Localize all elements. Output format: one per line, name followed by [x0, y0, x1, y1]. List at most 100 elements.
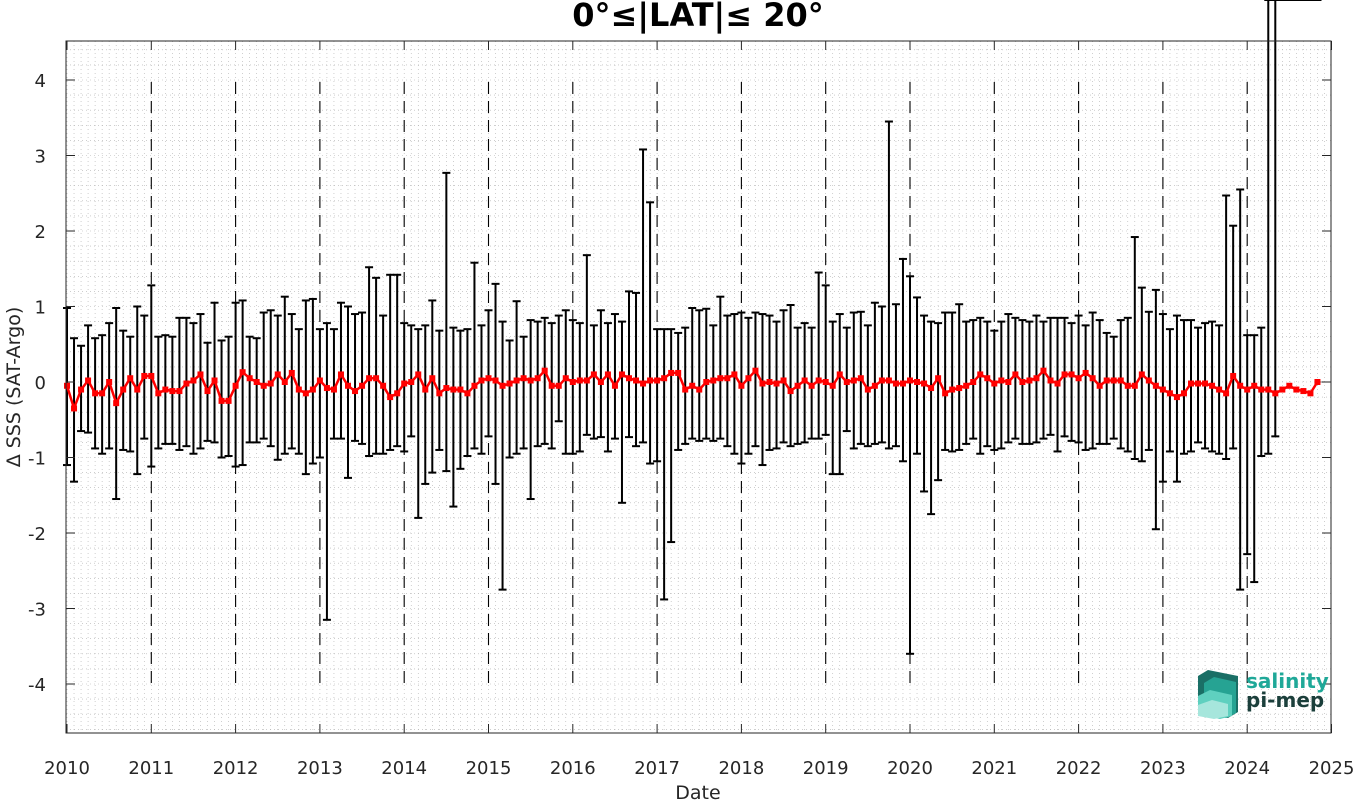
salinity-pi-mep-logo: salinity pi-mep	[1198, 669, 1329, 719]
mean-point	[864, 386, 871, 393]
mean-point	[211, 377, 218, 384]
mean-point	[169, 388, 176, 395]
mean-point	[176, 388, 183, 395]
mean-point	[956, 385, 963, 392]
mean-point	[464, 390, 471, 397]
error-bar	[1271, 0, 1280, 438]
x-tick-label: 2021	[971, 758, 1017, 779]
mean-point	[1286, 382, 1293, 389]
x-tick-label: 2011	[128, 758, 174, 779]
error-bar	[435, 329, 444, 451]
mean-point	[155, 390, 162, 397]
error-bar	[681, 326, 690, 445]
y-tick-label: -3	[28, 600, 46, 621]
error-bar	[617, 320, 626, 504]
error-bar	[344, 305, 352, 479]
x-tick-label: 2013	[297, 758, 343, 779]
mean-point	[471, 382, 478, 389]
mean-point	[1096, 382, 1103, 389]
error-bar	[891, 303, 900, 448]
error-bar	[948, 311, 957, 453]
x-axis-label: Date	[675, 782, 720, 801]
mean-point	[1202, 380, 1209, 387]
error-bar	[210, 301, 219, 444]
error-bar	[835, 313, 844, 476]
mean-point	[288, 369, 295, 376]
error-bar	[863, 324, 872, 448]
error-bar	[280, 295, 289, 455]
mean-point	[696, 386, 703, 393]
error-bar	[653, 328, 662, 463]
error-bar	[1067, 322, 1076, 442]
error-bar	[484, 309, 493, 438]
mean-point	[366, 375, 373, 382]
mean-point	[1258, 386, 1265, 393]
mean-point	[71, 405, 78, 412]
mean-point	[422, 386, 429, 393]
error-bar	[983, 320, 992, 448]
error-bar	[632, 291, 641, 448]
mean-point	[689, 382, 696, 389]
mean-point	[801, 377, 808, 384]
mean-point	[921, 380, 928, 387]
mean-point	[745, 375, 752, 382]
mean-point	[949, 386, 956, 393]
error-bar	[702, 307, 711, 440]
error-bar	[273, 314, 282, 461]
error-bar	[358, 311, 367, 445]
error-bar	[906, 275, 914, 655]
mean-point	[871, 382, 878, 389]
mean-point	[675, 369, 682, 376]
mean-point	[190, 377, 197, 384]
mean-point	[576, 377, 583, 384]
error-bar	[610, 313, 619, 440]
error-bar	[1039, 320, 1048, 440]
y-tick-label: -4	[28, 675, 46, 696]
mean-point	[394, 390, 401, 397]
mean-point	[345, 382, 351, 389]
mean-point	[499, 382, 506, 389]
error-bars	[63, 0, 1322, 655]
mean-point	[239, 369, 246, 376]
error-bar	[934, 322, 943, 482]
error-bar	[126, 335, 135, 453]
error-bar	[695, 309, 704, 442]
mean-point	[548, 382, 555, 389]
error-bar	[582, 254, 591, 436]
y-tick-label: 3	[35, 147, 46, 168]
error-bar	[1222, 194, 1231, 461]
error-bar	[1229, 224, 1238, 450]
error-bar	[646, 201, 655, 465]
mean-point	[106, 379, 113, 385]
mean-point	[436, 390, 443, 397]
mean-point	[1223, 390, 1230, 397]
error-bar	[505, 339, 514, 459]
mean-point	[408, 379, 415, 385]
mean-point	[1265, 386, 1272, 393]
error-bar	[1102, 331, 1111, 445]
error-bar	[1011, 316, 1020, 440]
error-bar	[779, 309, 788, 444]
mean-point	[113, 400, 120, 407]
error-bar	[786, 303, 795, 448]
mean-point	[977, 371, 984, 378]
error-bar	[329, 328, 338, 440]
error-bar	[877, 305, 886, 444]
mean-point	[892, 380, 899, 387]
error-bar	[526, 319, 535, 501]
error-bar	[259, 311, 268, 440]
mean-point	[162, 386, 169, 393]
mean-point	[1117, 377, 1124, 384]
mean-point	[815, 377, 822, 384]
mean-point	[633, 377, 640, 384]
mean-point	[1012, 371, 1019, 378]
mean-point	[752, 367, 759, 374]
mean-point	[836, 371, 843, 378]
mean-point	[260, 382, 267, 389]
mean-point	[1145, 377, 1152, 384]
mean-point	[907, 377, 913, 384]
mean-point	[281, 379, 288, 385]
x-tick-label: 2019	[803, 758, 849, 779]
mean-point	[323, 385, 330, 392]
